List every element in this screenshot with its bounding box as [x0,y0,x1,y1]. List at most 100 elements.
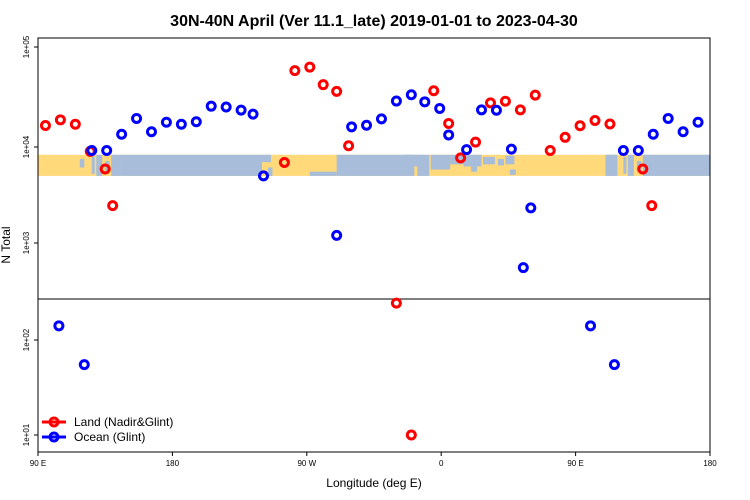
legend-ocean-label: Ocean (Glint) [74,430,145,444]
ocean-point [86,144,98,156]
land-point [343,140,355,152]
ocean-point [247,108,259,120]
land-point [637,163,649,175]
map-ocean-area [611,154,616,176]
map-ocean-area [623,156,627,174]
land-point [499,95,511,107]
map-ocean-area [430,154,451,170]
map-ocean-area [267,167,273,176]
land-point [470,136,482,148]
ocean-point [190,116,202,128]
land-point [589,115,601,127]
x-tick-label: 90 W [297,459,316,468]
map-ocean-area [403,154,419,167]
map-ocean-area [463,154,482,167]
land-point [544,144,556,156]
x-tick-label: 180 [166,459,180,468]
map-ocean-area [471,166,478,172]
x-tick-label: 0 [439,459,444,468]
land-point [54,114,66,126]
map-ocean-area [627,154,634,176]
chart-title: 30N-40N April (Ver 11.1_late) 2019-01-01… [170,13,578,30]
x-tick-label: 90 E [30,459,46,468]
ocean-point [131,112,143,124]
land-point [331,85,343,97]
land-point [428,85,440,97]
ocean-point [220,101,232,113]
land-point [646,200,658,212]
ocean-point [101,144,113,156]
land-point [529,89,541,101]
land-point [455,152,467,164]
ocean-point [419,96,431,108]
ocean-point [443,129,455,141]
ocean-point [235,104,247,116]
map-ocean-area [417,154,430,176]
map-ocean-area [653,154,710,176]
ocean-point [617,144,629,156]
ocean-point [346,121,358,133]
y-axis-label: N Total [0,226,13,263]
ocean-point [476,104,488,116]
ocean-point [608,359,620,371]
land-point [99,163,111,175]
land-point [317,79,329,91]
x-tick-label: 90 E [567,459,583,468]
data-points [39,61,704,441]
land-point [405,429,417,441]
ocean-point [505,143,517,155]
map-ocean-area [642,154,654,176]
legend-ocean-marker [48,431,60,443]
map-ocean-area [262,154,271,163]
land-point [390,297,402,309]
legend-land-label: Land (Nadir&Glint) [74,415,173,429]
land-point [514,104,526,116]
map-ocean-area [91,156,95,174]
ocean-point [78,359,90,371]
ocean-point [632,144,644,156]
ocean-point [390,95,402,107]
map-ocean-area [509,169,516,175]
map-ocean-area [111,154,122,176]
ocean-point [331,229,343,241]
map-ocean-area [121,154,262,176]
land-point [69,118,81,130]
ocean-point [53,320,65,332]
ocean-point [145,126,157,138]
land-point [289,65,301,77]
map-ocean-area [309,171,337,176]
map-ocean-area [483,156,495,165]
land-point [604,118,616,130]
ocean-point [434,102,446,114]
map-ocean-area [96,154,103,176]
y-axis: 1e+01 1e+02 1e+03 1e+04 1e+05 [22,35,38,446]
ocean-point [257,170,269,182]
ocean-point [375,113,387,125]
land-point [107,200,119,212]
x-axis-label: Longitude (deg E) [326,476,421,490]
y-tick-label: 1e+02 [22,328,31,351]
land-point [484,97,496,109]
ocean-point [361,119,373,131]
ocean-point [525,202,537,214]
ocean-point [160,116,172,128]
map-ocean-area [497,158,504,166]
legend: Land (Nadir&Glint) Ocean (Glint) [42,415,173,444]
y-tick-label: 1e+03 [22,231,31,254]
land-point [304,61,316,73]
land-point [443,117,455,129]
y-tick-label: 1e+04 [22,135,31,158]
map-ocean-area [336,154,415,176]
ocean-point [405,89,417,101]
ocean-point [205,100,217,112]
legend-land-marker [48,416,60,428]
ocean-point [116,128,128,140]
ocean-point [692,116,704,128]
ocean-point [175,118,187,130]
ocean-point [517,262,529,274]
land-point [574,120,586,132]
y-tick-label: 1e+05 [22,35,31,58]
x-axis: 90 E 180 90 W 0 90 E 180 [30,452,717,468]
ocean-point [585,320,597,332]
